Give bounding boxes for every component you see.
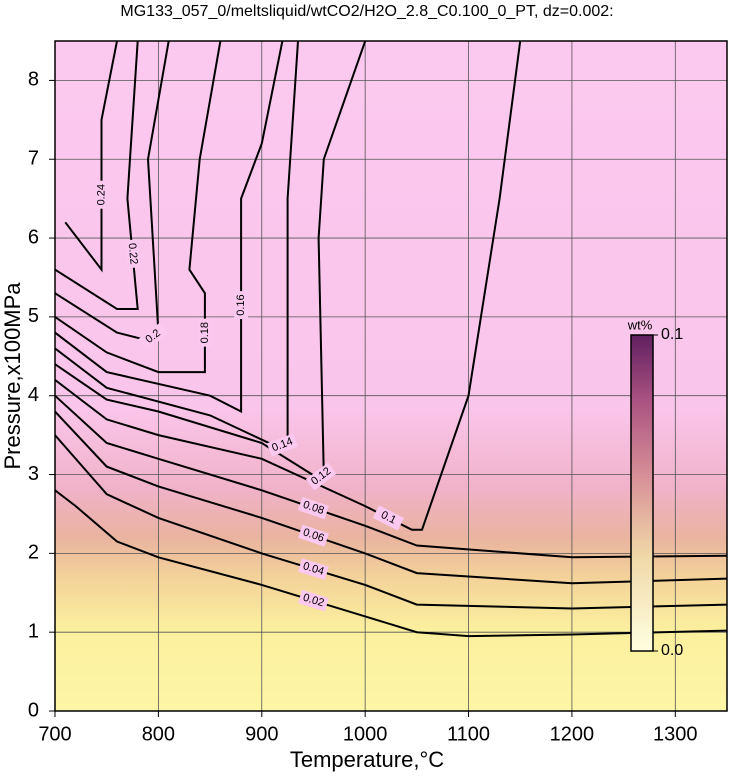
colorbar-tick-label: 0.0: [661, 642, 683, 659]
contour-label-bg: [137, 322, 169, 351]
contour-label-bg: [297, 496, 329, 520]
y-tick-label: 2: [28, 542, 39, 564]
contour-label-bg: [266, 433, 299, 457]
contour-label: 0.02: [301, 592, 325, 610]
x-tick-label: 1200: [550, 723, 595, 745]
y-tick-label: 8: [28, 69, 39, 91]
contour-label: 0.24: [95, 184, 107, 205]
x-tick-label: 1000: [343, 723, 388, 745]
contour-label-bg: [298, 589, 329, 612]
contour-label-bg: [197, 318, 212, 347]
y-tick-label: 3: [28, 463, 39, 485]
contour-label-bg: [94, 180, 109, 209]
contour-label: 0.22: [126, 243, 140, 265]
grid: [54, 41, 727, 712]
x-tick-label: 700: [38, 723, 71, 745]
x-tick-label: 1300: [653, 723, 698, 745]
contour-label: 0.04: [301, 560, 325, 578]
x-tick-label: 1100: [447, 723, 490, 745]
colorbar-scale: [630, 334, 654, 652]
y-tick-label: 7: [28, 148, 39, 170]
contour-label-bg: [297, 524, 329, 547]
contour-line: [55, 41, 284, 414]
y-tick-label: 5: [28, 305, 39, 327]
contour-label-bg: [298, 558, 329, 580]
contour-label-bg: [372, 505, 405, 531]
plot-frame: [54, 40, 728, 712]
contour-label: 0.18: [199, 322, 211, 343]
contour-label-bg: [124, 239, 141, 269]
colorbar-tick-label: 0.1: [661, 326, 683, 343]
colorbar-label: wt%: [627, 317, 653, 332]
contour-label-bg: [234, 291, 249, 320]
y-tick-label: 6: [28, 226, 39, 248]
contour-label: 0.16: [235, 294, 247, 315]
y-tick-label: 1: [28, 620, 39, 642]
y-tick-label: 0: [28, 699, 39, 721]
x-axis-label: Temperature,°C: [290, 747, 444, 772]
y-tick-label: 4: [28, 384, 39, 406]
colorbar: wt% 0.0 0.1: [627, 317, 684, 659]
contour-label-bg: [305, 462, 337, 491]
x-tick-label: 800: [142, 723, 175, 745]
plot-background: [55, 41, 727, 711]
x-tick-label: 900: [245, 723, 278, 745]
contour-line: [55, 41, 139, 310]
chart-title: MG133_057_0/meltsliquid/wtCO2/H2O_2.8_C0…: [120, 3, 613, 20]
y-axis-label: Pressure,x100MPa: [0, 282, 25, 470]
